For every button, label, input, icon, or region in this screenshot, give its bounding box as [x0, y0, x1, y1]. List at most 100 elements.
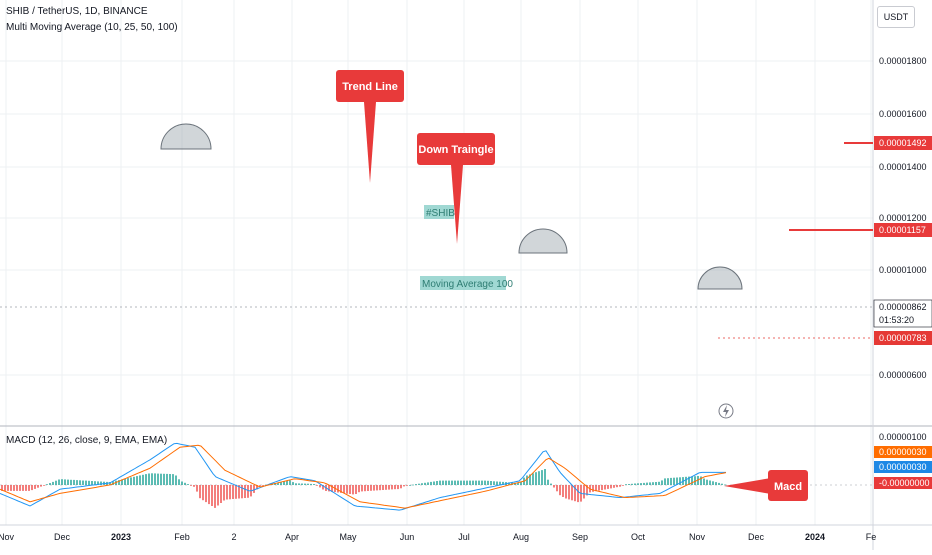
- macd-histogram-bar: [52, 481, 54, 485]
- macd-histogram-bar: [691, 476, 693, 485]
- pattern-dome: [518, 228, 568, 254]
- macd-histogram-bar: [28, 485, 30, 491]
- macd-histogram-bar: [463, 480, 465, 485]
- macd-histogram-bar: [367, 485, 369, 491]
- macd-histogram-bar: [61, 479, 63, 485]
- x-tick-label: Feb: [174, 532, 190, 542]
- macd-histogram-bar: [577, 485, 579, 503]
- macd-histogram-bar: [286, 480, 288, 485]
- macd-histogram-bar: [427, 482, 429, 485]
- macd-histogram-bar: [655, 482, 657, 485]
- macd-histogram-bar: [163, 473, 165, 485]
- macd-histogram-bar: [43, 485, 45, 486]
- y-tick-label: 0.00000600: [879, 370, 927, 380]
- macd-histogram-bar: [130, 477, 132, 485]
- macd-histogram-bar: [508, 482, 510, 485]
- macd-histogram-bar: [388, 485, 390, 490]
- target-mid-label-bg: [874, 223, 932, 237]
- macd-histogram-bar: [661, 480, 663, 485]
- macd-histogram-bar: [58, 479, 60, 485]
- macd-histogram-bar: [385, 485, 387, 490]
- macd-histogram-bar: [202, 485, 204, 501]
- macd-histogram-bar: [154, 473, 156, 485]
- macd-histogram-bar: [328, 485, 330, 492]
- x-tick-label: Oct: [631, 532, 646, 542]
- macd-histogram-bar: [382, 485, 384, 490]
- macd-histogram-bar: [151, 473, 153, 485]
- macd-histogram-bar: [157, 473, 159, 485]
- macd-histogram-bar: [571, 485, 573, 501]
- macd-histogram-bar: [307, 483, 309, 485]
- macd-histogram-bar: [472, 480, 474, 485]
- macd-histogram-bar: [430, 481, 432, 485]
- macd-histogram-bar: [1, 485, 3, 491]
- macd-histogram-bar: [181, 481, 183, 485]
- macd-histogram-bar: [73, 479, 75, 485]
- macd-histogram-bar: [25, 485, 27, 491]
- macd-histogram-bar: [568, 485, 570, 500]
- macd-histogram-bar: [226, 485, 228, 500]
- macd-histogram-bar: [172, 474, 174, 485]
- macd-histogram-bar: [403, 485, 405, 487]
- macd-histogram-bar: [640, 483, 642, 485]
- macd-histogram-bar: [562, 485, 564, 497]
- macd-histogram-bar: [694, 476, 696, 485]
- macd-histogram-bar: [607, 485, 609, 489]
- macd-histogram-bar: [379, 485, 381, 491]
- macd-histogram-bar: [355, 485, 357, 494]
- macd-histogram-bar: [604, 485, 606, 490]
- macd-histogram-bar: [88, 480, 90, 485]
- currency-button[interactable]: USDT: [877, 6, 915, 28]
- macd-histogram-bar: [397, 485, 399, 490]
- macd-histogram-bar: [19, 485, 21, 491]
- macd-histogram-bar: [142, 474, 144, 485]
- x-tick-label: Dec: [748, 532, 765, 542]
- macd-histogram-bar: [259, 485, 261, 486]
- macd-histogram-bar: [34, 485, 36, 489]
- macd-callout-label: Macd: [774, 481, 802, 493]
- macd-histogram-bar: [679, 477, 681, 485]
- macd-histogram-bar: [283, 481, 285, 485]
- macd-histogram-bar: [10, 485, 12, 491]
- macd-histogram-bar: [484, 480, 486, 485]
- x-tick-label: Sep: [572, 532, 588, 542]
- macd-histogram-bar: [22, 485, 24, 491]
- macd-histogram-bar: [598, 485, 600, 491]
- macd-histogram-bar: [256, 485, 258, 490]
- macd-histogram-bar: [541, 470, 543, 485]
- macd-histogram-bar: [373, 485, 375, 491]
- macd-histogram-bar: [697, 476, 699, 485]
- macd-histogram-bar: [667, 478, 669, 485]
- macd-histogram-bar: [100, 481, 102, 485]
- macd-histogram-bar: [205, 485, 207, 503]
- macd-histogram-bar: [214, 485, 216, 508]
- macd-histogram-bar: [358, 485, 360, 493]
- macd-histogram-bar: [631, 483, 633, 485]
- macd-histogram-bar: [262, 485, 264, 486]
- macd-histogram-bar: [298, 483, 300, 485]
- macd-histogram-bar: [637, 483, 639, 485]
- macd-histogram-bar: [277, 482, 279, 485]
- x-tick-label: Dec: [54, 532, 71, 542]
- macd-histogram-bar: [649, 482, 651, 485]
- macd-histogram-bar: [199, 485, 201, 499]
- macd-histogram-bar: [310, 483, 312, 485]
- macd-histogram-bar: [433, 481, 435, 485]
- macd-histogram-bar: [370, 485, 372, 491]
- macd-callout-pointer: [724, 478, 771, 494]
- current-price-label: 0.00000862: [879, 302, 927, 312]
- macd-histogram-bar: [166, 473, 168, 485]
- macd-histogram-bar: [550, 483, 552, 485]
- macd-histogram-bar: [394, 485, 396, 490]
- macd-histogram-bar: [652, 482, 654, 485]
- macd-histogram-bar: [595, 485, 597, 492]
- macd-histogram-bar: [502, 481, 504, 485]
- macd-histogram-bar: [346, 485, 348, 494]
- macd-histogram-bar: [538, 471, 540, 485]
- macd-histogram-bar: [178, 479, 180, 485]
- trend-line-callout-box: [336, 70, 404, 102]
- macd-histogram-bar: [670, 477, 672, 485]
- macd-histogram-bar: [493, 481, 495, 485]
- macd-histogram-bar: [79, 480, 81, 485]
